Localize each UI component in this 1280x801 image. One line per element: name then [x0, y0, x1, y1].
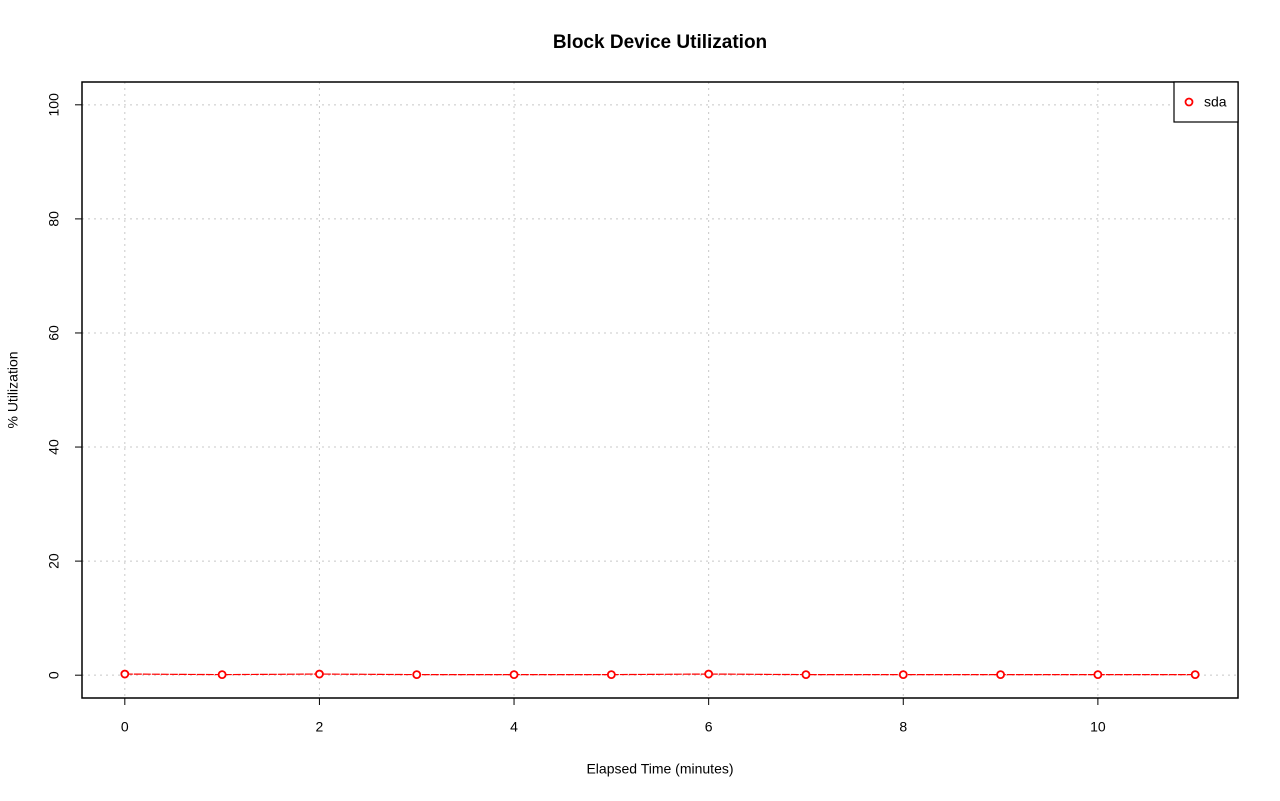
data-point: [1190, 670, 1200, 680]
data-point: [217, 670, 227, 680]
legend-marker: [1184, 97, 1194, 107]
x-tick-label: 8: [899, 719, 907, 735]
series-line: [124, 673, 1196, 676]
data-point: [801, 670, 811, 680]
y-tick-label: 20: [46, 553, 62, 569]
y-axis-label: % Utilization: [5, 351, 21, 428]
x-tick-label: 4: [510, 719, 518, 735]
x-tick-label: 6: [705, 719, 713, 735]
data-point: [606, 670, 616, 680]
data-point: [509, 670, 519, 680]
y-tick-label: 100: [46, 93, 62, 117]
x-tick-label: 0: [121, 719, 129, 735]
x-tick-label: 10: [1090, 719, 1106, 735]
data-point: [704, 669, 714, 679]
data-point: [412, 670, 422, 680]
chart-title: Block Device Utilization: [553, 32, 767, 53]
data-point: [315, 669, 324, 679]
y-tick-label: 80: [46, 211, 62, 227]
data-point: [996, 670, 1005, 680]
plot-frame: [81, 81, 1239, 699]
data-point: [898, 670, 908, 680]
y-tick-label: 0: [46, 671, 62, 679]
y-tick-label: 40: [46, 439, 62, 455]
data-point: [120, 669, 130, 679]
x-tick-label: 2: [316, 719, 324, 735]
x-axis-label: Elapsed Time (minutes): [586, 761, 733, 777]
data-point: [1093, 670, 1103, 680]
y-tick-label: 60: [46, 325, 62, 341]
legend-label: sda: [1204, 94, 1227, 110]
